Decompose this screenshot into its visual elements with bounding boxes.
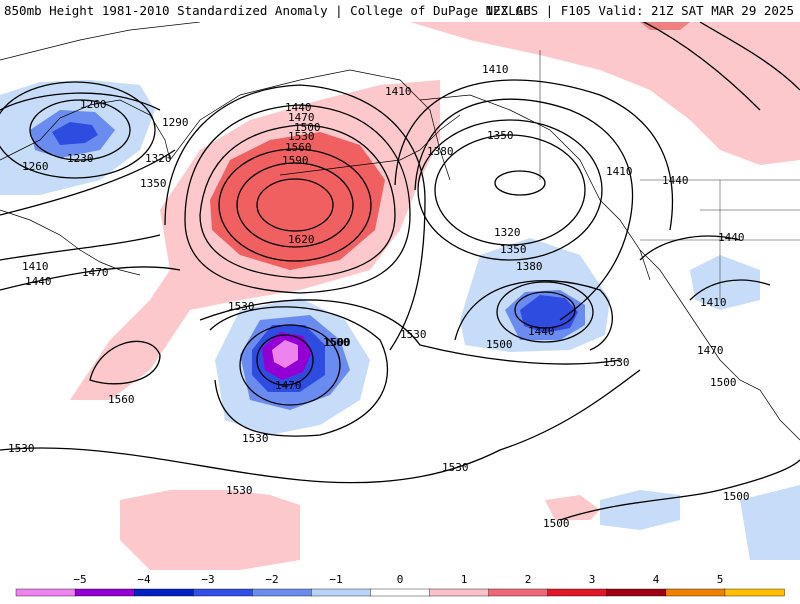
contour-label: 1530 (400, 328, 427, 341)
contour-label: 1530 (288, 130, 315, 143)
contour-label: 1230 (67, 152, 94, 165)
contour-label: 1380 (427, 145, 454, 158)
contour-label: 1350 (487, 129, 514, 142)
contour-label: 1470 (288, 111, 315, 124)
contour-label: 1320 (145, 152, 172, 165)
colorbar-swatch (15, 588, 76, 597)
contour-label: 1560 (108, 393, 135, 406)
contour-label: 1500 (294, 121, 321, 134)
contour-label: 1440 (528, 325, 555, 338)
colorbar-swatch (252, 588, 313, 597)
contour-label: 1410 (700, 296, 727, 309)
colorbar-swatch (488, 588, 549, 597)
contour-label: 1350 (500, 243, 527, 256)
contour-label: 1530 (442, 461, 469, 474)
map-title: 850mb Height 1981-2010 Standardized Anom… (4, 3, 531, 18)
colorbar-label: 4 (652, 573, 660, 586)
contour-label: 1320 (494, 226, 521, 239)
colorbar-swatch (193, 588, 254, 597)
colorbar-label: −1 (329, 573, 343, 586)
colorbar-swatch (547, 588, 608, 597)
contour-label: 1350 (140, 177, 167, 190)
colorbar-label: 2 (524, 573, 532, 586)
coastlines (0, 22, 800, 441)
contour-label: 1440 (662, 174, 689, 187)
colorbar-swatch (665, 588, 726, 597)
contour-label: 1500 (543, 517, 570, 530)
anomaly-colorbar: −5 −4 −3 −2 −1 0 1 2 3 4 5 (0, 570, 800, 600)
contour-label: 1530 (603, 356, 630, 369)
model-valid-time: 12Z GFS | F105 Valid: 21Z SAT MAR 29 202… (485, 3, 794, 18)
contour-label: 1440 (718, 231, 745, 244)
contour-label: 1500 (710, 376, 737, 389)
colorbar-label: −5 (73, 573, 87, 586)
colorbar-label: 1 (460, 573, 468, 586)
contour-label: 1260 (80, 98, 107, 111)
contour-labels: 1260 1290 1230 1260 1320 1350 1410 1440 … (8, 63, 750, 530)
contour-label: 1470 (697, 344, 724, 357)
colorbar-swatch (311, 588, 372, 597)
contour-label: 1530 (226, 484, 253, 497)
colorbar-label: 0 (396, 573, 404, 586)
contour-label: 1620 (288, 233, 315, 246)
contour-label: 1530 (228, 300, 255, 313)
contour-label: 1530 (242, 432, 269, 445)
colorbar-swatch (74, 588, 135, 597)
contour-label: 1410 (385, 85, 412, 98)
colorbar-swatch (724, 588, 785, 597)
contour-label: 1440 (25, 275, 52, 288)
contour-label: 1590 (282, 154, 309, 167)
contour-label: 1410 (482, 63, 509, 76)
anomaly-map: 1260 1290 1230 1260 1320 1350 1410 1440 … (0, 22, 800, 570)
contour-label: 1500 (486, 338, 513, 351)
contour-label: 1410 (22, 260, 49, 273)
colorbar-strip (15, 588, 785, 597)
contour-label: 1530 (8, 442, 35, 455)
map-header: 850mb Height 1981-2010 Standardized Anom… (0, 0, 800, 22)
colorbar-swatch (370, 588, 431, 597)
contour-label: 1380 (516, 260, 543, 273)
height-contours (0, 22, 800, 521)
colorbar-label: 5 (716, 573, 724, 586)
contour-label: 1470 (82, 266, 109, 279)
colorbar-label: −3 (201, 573, 215, 586)
contour-label: 1440 (285, 101, 312, 114)
contour-label: 1410 (606, 165, 633, 178)
anomaly-shading (0, 22, 800, 570)
contour-label: 1260 (22, 160, 49, 173)
colorbar-label: −2 (265, 573, 279, 586)
contour-label: 1500 (324, 336, 351, 349)
colorbar-swatch (429, 588, 490, 597)
contour-label: 1500 (723, 490, 750, 503)
colorbar-swatch (606, 588, 667, 597)
colorbar-swatch (133, 588, 194, 597)
contour-label: 1470 (275, 379, 302, 392)
contour-label: 1500 (323, 336, 350, 349)
contour-label: 1290 (162, 116, 189, 129)
colorbar-label: −4 (137, 573, 151, 586)
colorbar-label: 3 (588, 573, 596, 586)
contour-label: 1560 (285, 141, 312, 154)
